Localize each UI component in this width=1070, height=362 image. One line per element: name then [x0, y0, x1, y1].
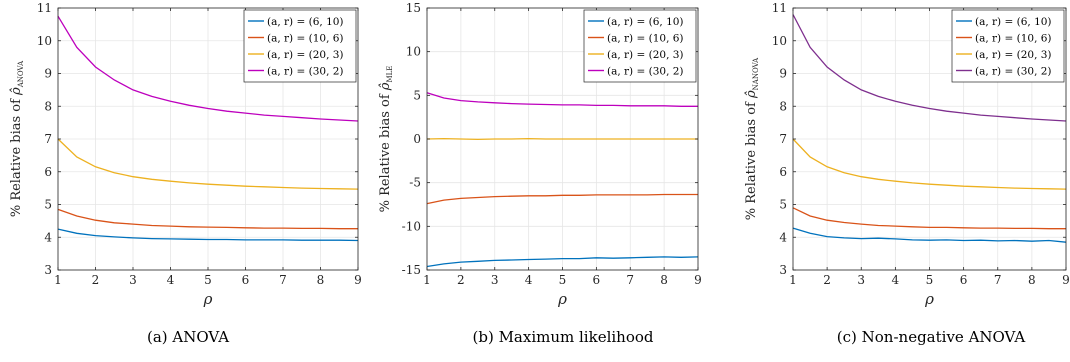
legend: (a, r) = (6, 10) (a, r) = (10, 6) (a, r) =…: [583, 9, 697, 83]
y-tick-label: 5: [779, 198, 787, 212]
y-tick-label: 9: [779, 67, 787, 81]
x-tick-label: 2: [823, 273, 831, 287]
x-tick-label: 3: [491, 273, 499, 287]
x-tick-label: 1: [54, 273, 62, 287]
x-tick-label: 7: [279, 273, 287, 287]
y-tick-label: 6: [44, 165, 52, 179]
series-line-3: [792, 138, 1067, 190]
x-tick-label: 6: [593, 273, 601, 287]
panel-a: 1 2 3 4 5 6 7 8 9 3 4 5 6 7 8 9 10 11 ρ % Relative bias of …: [9, 1, 362, 308]
legend-label-3: (a, r) = (20, 3): [607, 49, 684, 61]
x-axis-label: ρ: [557, 290, 567, 308]
y-axis-label: % Relative bias of ρ̂MLE: [378, 66, 394, 213]
y-axis-label: % Relative bias of ρ̂NANOVA: [744, 57, 760, 220]
x-tick-label: 3: [857, 273, 865, 287]
series-line-3: [57, 138, 359, 190]
legend: (a, r) = (6, 10) (a, r) = (10, 6) (a, r) =…: [951, 9, 1065, 83]
x-tick-label: 5: [204, 273, 212, 287]
y-tick-label: -10: [402, 219, 421, 233]
x-tick-label: 3: [129, 273, 137, 287]
y-tick-label: -15: [402, 263, 421, 277]
panel-b: 1 2 3 4 5 6 7 8 9 -15 -10 -5 0 5 10 15 ρ % Relative bias …: [378, 1, 702, 308]
y-tick-label: 8: [779, 99, 787, 113]
x-tick-label: 5: [926, 273, 934, 287]
x-tick-label: 6: [242, 273, 250, 287]
y-tick-label: 6: [779, 165, 787, 179]
x-tick-label: 2: [457, 273, 465, 287]
y-tick-label: 3: [779, 263, 787, 277]
x-axis-label: ρ: [203, 290, 213, 308]
x-tick-label: 8: [1028, 273, 1036, 287]
x-tick-label: 7: [994, 273, 1002, 287]
x-tick-label: 2: [92, 273, 100, 287]
series-line-2: [792, 207, 1066, 230]
x-tick-label: 9: [1062, 273, 1070, 287]
x-tick-label: 9: [694, 273, 702, 287]
legend-label-1: (a, r) = (6, 10): [267, 16, 344, 28]
y-tick-label: -5: [409, 176, 421, 190]
y-tick-label: 11: [772, 1, 787, 15]
x-axis-label: ρ: [924, 290, 934, 308]
x-tick-label: 4: [892, 273, 900, 287]
x-tick-label: 4: [525, 273, 533, 287]
x-tick-label: 6: [960, 273, 968, 287]
legend-label-1: (a, r) = (6, 10): [975, 16, 1052, 28]
caption-c: (c) Non-negative ANOVA: [836, 328, 1026, 346]
series-line-4: [426, 92, 698, 107]
legend-label-2: (a, r) = (10, 6): [267, 33, 344, 45]
y-tick-label: 15: [406, 1, 421, 15]
series-line-4: [792, 14, 1067, 122]
series-line-2: [426, 193, 698, 205]
y-tick-label: 7: [44, 132, 52, 146]
legend: (a, r) = (6, 10) (a, r) = (10, 6) (a, r) =…: [243, 9, 357, 83]
caption-b: (b) Maximum likelihood: [472, 328, 654, 346]
series-line-1: [426, 256, 699, 268]
y-axis-label: % Relative bias of ρ̂ANOVA: [9, 60, 25, 217]
x-tick-label: 5: [559, 273, 567, 287]
y-tick-label: 10: [37, 34, 52, 48]
y-tick-label: 9: [44, 67, 52, 81]
legend-label-1: (a, r) = (6, 10): [607, 16, 684, 28]
series-line-1: [792, 227, 1067, 243]
y-tick-label: 7: [779, 132, 787, 146]
y-tick-label: 5: [413, 88, 421, 102]
series-line-4: [57, 15, 359, 122]
x-tick-label: 9: [354, 273, 362, 287]
series-line-1: [57, 228, 359, 242]
x-tick-label: 8: [660, 273, 668, 287]
y-tick-label: 11: [37, 1, 52, 15]
x-tick-label: 4: [167, 273, 175, 287]
y-tick-label: 4: [44, 230, 52, 244]
legend-label-3: (a, r) = (20, 3): [267, 49, 344, 61]
y-tick-label: 5: [44, 198, 52, 212]
y-tick-label: 8: [44, 99, 52, 113]
series-line-3: [426, 137, 698, 141]
legend-label-4: (a, r) = (30, 2): [267, 66, 344, 78]
y-tick-label: 4: [779, 230, 787, 244]
y-tick-label: 3: [44, 263, 52, 277]
y-tick-label: 10: [406, 45, 421, 59]
caption-a: (a) ANOVA: [146, 328, 230, 346]
panel-c: 1 2 3 4 5 6 7 8 9 3 4 5 6 7 8 9 10 11 ρ % Relative bias of …: [744, 1, 1070, 308]
legend-label-2: (a, r) = (10, 6): [607, 33, 684, 45]
x-tick-label: 1: [789, 273, 797, 287]
legend-label-4: (a, r) = (30, 2): [975, 66, 1052, 78]
x-tick-label: 8: [317, 273, 325, 287]
x-tick-label: 7: [626, 273, 634, 287]
legend-label-4: (a, r) = (30, 2): [607, 66, 684, 78]
y-tick-label: 10: [772, 34, 787, 48]
y-tick-label: 0: [413, 132, 421, 146]
legend-label-3: (a, r) = (20, 3): [975, 49, 1052, 61]
x-tick-label: 1: [423, 273, 431, 287]
series-line-2: [57, 208, 358, 230]
legend-label-2: (a, r) = (10, 6): [975, 33, 1052, 45]
